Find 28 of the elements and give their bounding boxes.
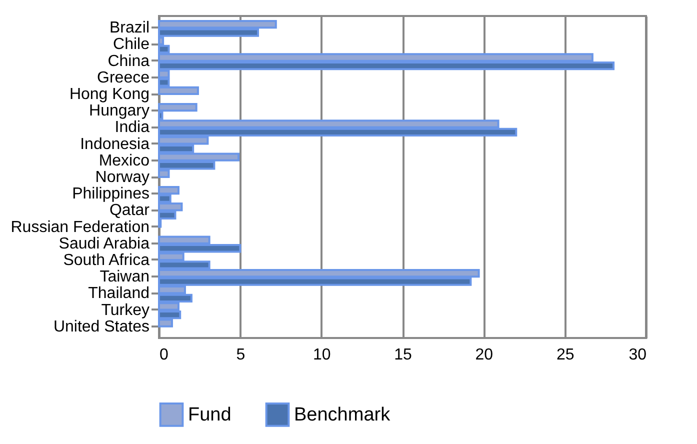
legend-label: Benchmark <box>294 404 391 426</box>
y-tick-label: Qatar <box>109 202 150 220</box>
y-tick-label: Russian Federation <box>10 218 150 236</box>
legend-label: Fund <box>188 404 232 426</box>
y-tick-label: Brazil <box>109 20 150 37</box>
y-tick-label: United States <box>53 318 150 336</box>
y-tick-label: Greece <box>97 69 150 86</box>
y-tick-label: South Africa <box>63 252 150 269</box>
y-tick-label: Philippines <box>72 186 150 203</box>
y-tick-label: Hungary <box>89 102 150 120</box>
x-tick-label: 5 <box>236 346 246 364</box>
x-tick-label: 15 <box>394 346 412 364</box>
x-tick-label: 20 <box>475 346 494 364</box>
y-tick-label: Indonesia <box>80 136 150 153</box>
y-tick-label: China <box>108 52 150 70</box>
y-tick-label: Hong Kong <box>69 86 150 104</box>
x-tick-label: 30 <box>628 346 647 364</box>
x-tick-label: 25 <box>556 346 574 364</box>
y-tick-label: Thailand <box>88 285 150 302</box>
y-tick-label: India <box>114 119 150 136</box>
y-tick-label: Norway <box>95 169 150 186</box>
x-tick-label: 10 <box>312 346 331 364</box>
y-tick-label: Taiwan <box>100 268 150 286</box>
y-tick-label: Mexico <box>98 152 150 170</box>
y-tick-label: Saudi Arabia <box>58 235 150 252</box>
x-tick-label: 0 <box>160 346 168 364</box>
y-tick-label: Turkey <box>101 302 150 319</box>
y-tick-label: Chile <box>113 36 150 54</box>
